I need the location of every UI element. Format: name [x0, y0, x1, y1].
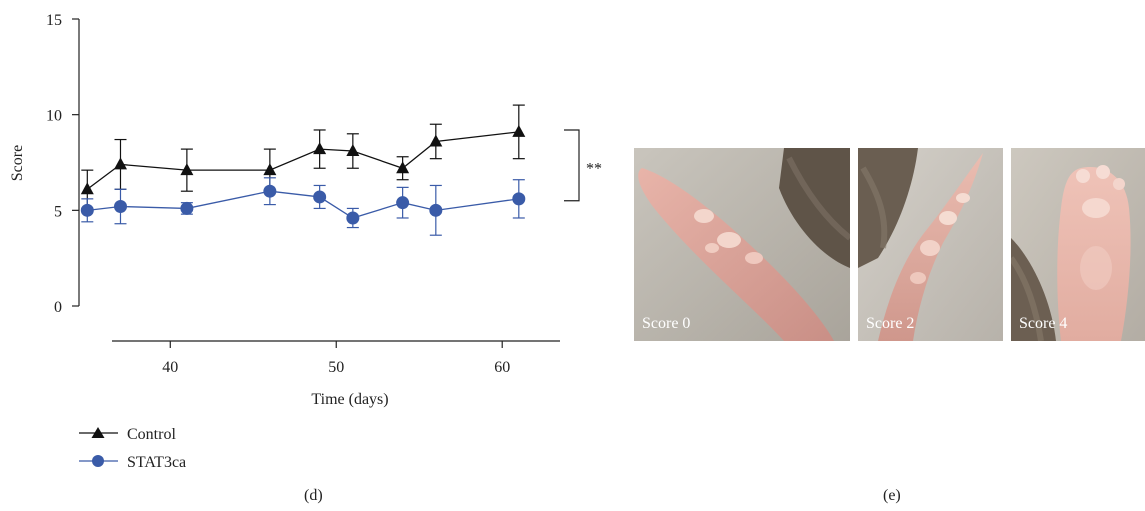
data-point: [113, 157, 127, 170]
data-point: [429, 134, 443, 147]
y-tick-label: 5: [54, 203, 62, 220]
paw-image-0: [634, 148, 850, 341]
line-chart: 0 5 10 15 40 50 60 Score Time (days) ** Contr…: [9, 12, 602, 470]
data-point: [113, 200, 127, 214]
significance-bracket: **: [564, 129, 602, 202]
y-tick-label: 15: [46, 12, 62, 29]
legend-label-stat3ca: STAT3ca: [127, 454, 186, 470]
data-point: [512, 192, 526, 206]
data-point: [80, 203, 94, 217]
data-point: [180, 163, 194, 176]
data-point: [396, 161, 410, 174]
data-point: [396, 196, 410, 210]
data-point: [346, 144, 360, 157]
photo-score-2: Score 2: [858, 148, 1003, 341]
photo-label: Score 2: [866, 315, 915, 332]
photo-label: Score 4: [1019, 315, 1068, 332]
data-point: [346, 211, 360, 225]
panel-label-d: (d): [304, 487, 323, 504]
legend: Control STAT3ca: [79, 426, 186, 470]
legend-item-stat3ca: STAT3ca: [79, 454, 186, 470]
data-point: [429, 203, 443, 217]
series-line: [86, 131, 519, 190]
data-point: [313, 190, 327, 204]
x-tick-label: 50: [328, 359, 344, 376]
series-stat3ca: [80, 177, 526, 236]
legend-item-control: Control: [79, 426, 176, 443]
data-point: [80, 182, 94, 195]
paw-image-4: [1011, 148, 1145, 341]
photo-score-4: Score 4: [1011, 148, 1145, 341]
x-ticks: 40 50 60: [162, 341, 510, 376]
series-layer: [80, 104, 526, 236]
y-tick-label: 0: [54, 299, 62, 316]
data-point: [263, 163, 277, 176]
y-tick-label: 10: [46, 108, 62, 125]
photo-label: Score 0: [642, 315, 691, 332]
series-control: [80, 104, 526, 210]
data-point: [180, 201, 194, 215]
series-line: [87, 190, 519, 219]
y-axis-label: Score: [9, 145, 26, 181]
x-tick-label: 40: [162, 359, 178, 376]
legend-circle-marker: [92, 455, 104, 467]
legend-label-control: Control: [127, 426, 176, 443]
photo-score-0: Score 0: [634, 148, 850, 341]
data-point: [313, 142, 327, 155]
x-axis-label: Time (days): [311, 391, 388, 408]
x-tick-label: 60: [494, 359, 510, 376]
legend-triangle-marker: [91, 427, 105, 438]
panel-label-e: (e): [883, 487, 901, 504]
significance-annotation: **: [586, 160, 602, 177]
data-point: [512, 124, 526, 137]
y-ticks: 0 5 10 15: [46, 12, 79, 316]
paw-image-2: [858, 148, 1003, 341]
data-point: [263, 184, 277, 198]
